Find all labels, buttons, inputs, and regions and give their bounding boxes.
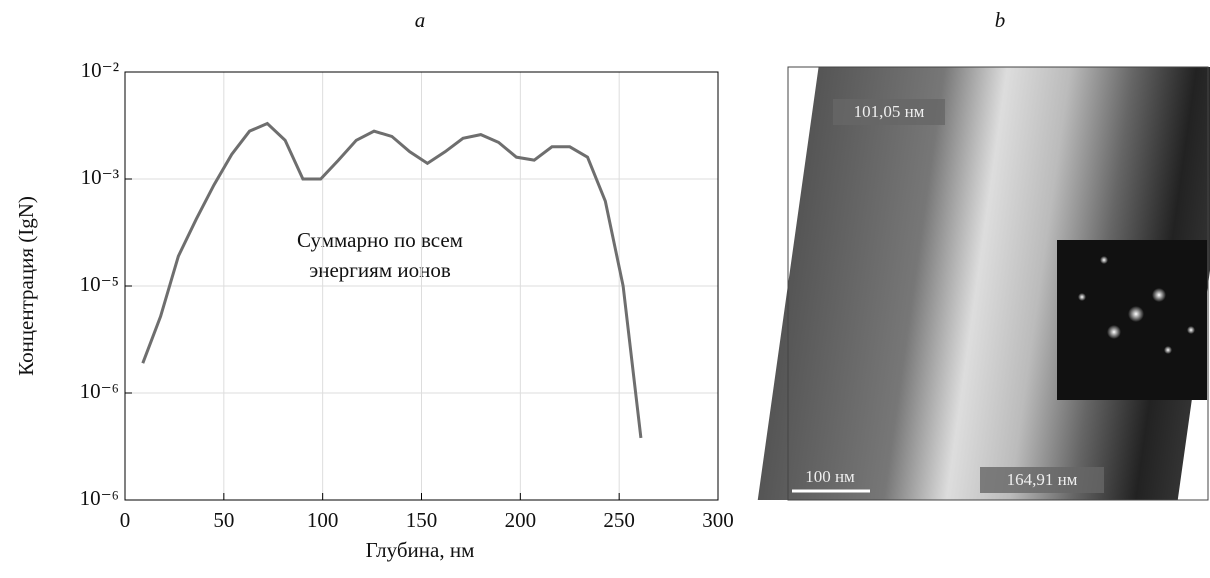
y-tick-label: 10⁻² bbox=[81, 58, 119, 82]
x-axis-title: Глубина, нм bbox=[366, 538, 475, 562]
panel-label: a bbox=[415, 8, 426, 32]
x-tick-label: 300 bbox=[702, 508, 734, 532]
y-tick-label: 10⁻³ bbox=[81, 165, 119, 189]
y-tick-label: 10⁻⁵ bbox=[80, 272, 119, 296]
spot bbox=[1164, 346, 1172, 354]
y-tick-label: 10⁻⁶ bbox=[80, 379, 119, 403]
scale-label: 100 нм bbox=[805, 467, 855, 486]
y-axis-title: Концентрация (IgN) bbox=[14, 196, 38, 376]
image-frame bbox=[787, 66, 1209, 501]
spot bbox=[1100, 256, 1108, 264]
x-tick-label: 50 bbox=[213, 508, 234, 532]
spot bbox=[1187, 326, 1195, 334]
x-tick-label: 200 bbox=[505, 508, 537, 532]
x-tick-label: 250 bbox=[603, 508, 635, 532]
measure-label: 101,05 нм bbox=[854, 102, 925, 121]
y-tick-label: 10⁻⁶ bbox=[80, 486, 119, 510]
spot bbox=[1128, 306, 1144, 322]
panel-label: b bbox=[995, 8, 1006, 32]
spot bbox=[1107, 325, 1121, 339]
data-line bbox=[141, 121, 643, 439]
spot bbox=[1152, 288, 1166, 302]
label-box bbox=[833, 99, 945, 125]
measure-label: 164,91 нм bbox=[1007, 470, 1078, 489]
x-tick-label: 0 bbox=[120, 508, 131, 532]
spot bbox=[1078, 293, 1086, 301]
x-tick-label: 150 bbox=[406, 508, 438, 532]
annotation: Суммарно по всем bbox=[297, 228, 463, 252]
micrograph: 101,05 нм 100 нм 164,91 нм bbox=[757, 66, 1210, 501]
x-tick-label: 100 bbox=[307, 508, 339, 532]
plot-frame bbox=[124, 71, 719, 501]
label-box bbox=[980, 467, 1104, 493]
annotation: энергиям ионов bbox=[309, 258, 451, 282]
